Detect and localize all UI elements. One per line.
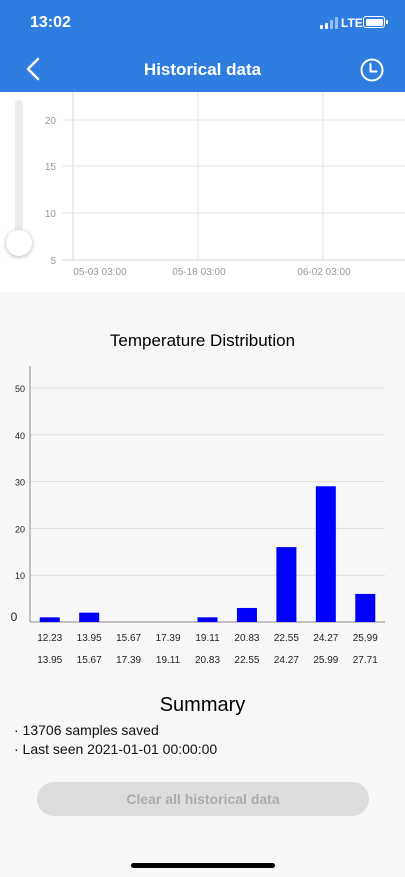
y-tick-label: 40: [15, 431, 25, 441]
bar: [355, 593, 376, 622]
bar: [39, 617, 60, 622]
samples-saved-text: · 13706 samples saved: [14, 722, 159, 738]
bar: [79, 612, 100, 622]
page-title: Historical data: [143, 60, 262, 79]
clear-history-button[interactable]: Clear all historical data: [37, 782, 369, 816]
x-tick-label: 05-18 03:00: [172, 267, 226, 278]
y-tick-label: 15: [45, 162, 57, 173]
zoom-slider-thumb[interactable]: [6, 230, 32, 256]
x-tick-label: 05-03 03:00: [73, 267, 127, 278]
history-button[interactable]: [358, 56, 386, 84]
network-type: LTE: [341, 16, 363, 30]
x-tick-label-high: 22.55: [234, 655, 259, 666]
status-bar: 13:02 LTE: [0, 0, 405, 46]
content-section: [0, 292, 405, 877]
x-tick-label-low: 17.39: [156, 633, 181, 644]
last-seen-text: · Last seen 2021-01-01 00:00:00: [14, 741, 218, 757]
x-tick-label-high: 27.71: [353, 655, 378, 666]
x-tick-label-low: 22.55: [274, 633, 299, 644]
chevron-left-icon: [26, 57, 40, 81]
summary-title: Summary: [159, 694, 246, 716]
x-tick-label: 06-02 03:00: [297, 267, 351, 278]
status-time: 13:02: [30, 14, 71, 31]
y-tick-label: 20: [45, 116, 57, 127]
x-tick-label-high: 19.11: [156, 655, 181, 666]
x-tick-label-low: 19.11: [195, 633, 220, 644]
x-tick-label-high: 13.95: [37, 655, 62, 666]
x-tick-label-low: 24.27: [313, 633, 338, 644]
battery-icon: [363, 16, 388, 28]
nav-bar: Historical data: [0, 46, 405, 92]
temperature-distribution-chart: 50 40 30 20 10 0 12.23 13.95 13.95 15.67 15.67 17.3…: [11, 366, 385, 666]
x-tick-label-high: 25.99: [313, 655, 338, 666]
distribution-chart-title: Temperature Distribution: [109, 331, 296, 350]
zoom-slider-track[interactable]: [15, 100, 23, 250]
home-indicator: [131, 863, 275, 868]
y-tick-label: 10: [15, 571, 25, 581]
clock-icon: [360, 58, 384, 82]
x-tick-label-low: 13.95: [77, 633, 102, 644]
history-chart-plot: 20 15 10 5 05-03 03:00 05-18 03:00 06-02…: [45, 92, 405, 278]
y-tick-label: 10: [45, 209, 57, 220]
y-tick-label: 50: [15, 384, 25, 394]
back-button[interactable]: [20, 52, 50, 86]
bar: [315, 486, 336, 622]
x-tick-label-low: 12.23: [37, 633, 62, 644]
x-tick-label-high: 24.27: [274, 655, 299, 666]
x-tick-label-low: 20.83: [234, 633, 259, 644]
x-tick-label-high: 17.39: [116, 655, 141, 666]
y-tick-label: 30: [15, 478, 25, 488]
y-tick-label: 5: [50, 256, 56, 267]
bar: [276, 547, 297, 622]
x-tick-label-low: 15.67: [116, 633, 141, 644]
y-tick-label: 20: [15, 524, 25, 534]
x-tick-label-high: 20.83: [195, 655, 220, 666]
x-tick-label-high: 15.67: [77, 655, 102, 666]
bar: [236, 607, 257, 622]
bar: [197, 617, 218, 622]
x-tick-label-low: 25.99: [353, 633, 378, 644]
signal-icon: [320, 17, 338, 29]
y-tick-label: 0: [11, 610, 18, 624]
history-chart: 20 15 10 5 05-03 03:00 05-18 03:00 06-02…: [0, 92, 405, 292]
